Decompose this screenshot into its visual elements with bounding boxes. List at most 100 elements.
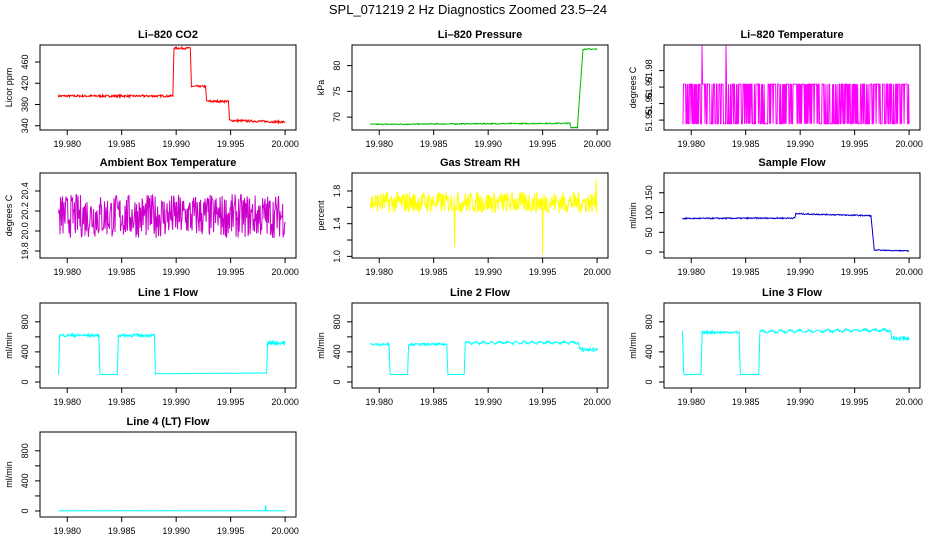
data-series-line (370, 178, 598, 255)
data-series-line (58, 193, 286, 239)
x-tick-label: 20.000 (895, 267, 923, 277)
x-tick-label: 19.980 (53, 139, 81, 149)
chart-panel: Line 3 Flow ml/min 0 400 800 19.980 19.985 19.9… (628, 287, 923, 407)
x-tick-label: 19.980 (365, 139, 393, 149)
y-tick-label: 800 (20, 443, 30, 458)
x-tick-label: 19.980 (677, 267, 705, 277)
y-tick-label: 800 (20, 314, 30, 329)
y-axis-label: ml/min (628, 332, 638, 359)
x-tick-label: 19.990 (474, 139, 502, 149)
y-tick-label: 0 (20, 379, 30, 384)
y-axis-label: percent (316, 200, 326, 231)
data-series-line (58, 504, 286, 512)
y-tick-label: 0 (20, 508, 30, 513)
x-tick-label: 19.995 (217, 397, 245, 407)
panel-title: Line 2 Flow (450, 287, 510, 299)
y-axis-label: ml/min (4, 461, 14, 488)
chart-panel: Line 4 (LT) Flow ml/min 0 400 800 19.980 19.98… (4, 416, 299, 536)
data-series-line (682, 45, 910, 125)
chart-panel: Ambient Box Temperature degrees C 19.8 20.0… (4, 157, 299, 277)
plot-frame (351, 302, 609, 389)
x-tick-label: 20.000 (895, 397, 923, 407)
x-tick-label: 20.000 (895, 139, 923, 149)
y-tick-label: 1.0 (332, 250, 342, 263)
panel-title: Line 3 Flow (762, 287, 822, 299)
y-tick-label: 380 (20, 97, 30, 112)
x-tick-label: 19.980 (677, 139, 705, 149)
x-tick-label: 19.985 (420, 397, 448, 407)
x-tick-label: 19.995 (841, 397, 869, 407)
y-tick-label: 70 (332, 112, 342, 122)
y-tick-label: 460 (20, 54, 30, 69)
x-tick-label: 19.990 (786, 139, 814, 149)
x-tick-label: 19.985 (108, 267, 136, 277)
x-tick-label: 19.985 (108, 397, 136, 407)
panel-title: Li–820 Pressure (438, 29, 522, 41)
y-tick-label: 150 (644, 185, 654, 200)
plot-frame (39, 431, 297, 518)
y-tick-label: 1.4 (332, 217, 342, 230)
x-tick-label: 20.000 (271, 397, 299, 407)
plot-frame (663, 172, 921, 259)
y-tick-label: 420 (20, 76, 30, 91)
chart-panel: Line 2 Flow ml/min 0 400 800 19.980 19.985 19.9… (316, 287, 611, 407)
x-tick-label: 20.000 (271, 267, 299, 277)
panel-title: Line 1 Flow (138, 287, 198, 299)
y-tick-label: 340 (20, 118, 30, 133)
y-tick-label: 100 (644, 205, 654, 220)
panel-title: Li–820 CO2 (138, 29, 198, 41)
y-axis-label: degrees C (4, 194, 14, 236)
x-tick-label: 20.000 (271, 526, 299, 536)
plot-frame (39, 44, 297, 131)
panel-title: Line 4 (LT) Flow (127, 416, 210, 428)
y-tick-label: 0 (644, 250, 654, 255)
x-tick-label: 19.985 (732, 267, 760, 277)
y-axis-label: ml/min (316, 332, 326, 359)
x-tick-label: 19.985 (108, 139, 136, 149)
x-tick-label: 19.990 (162, 526, 190, 536)
panel-title: Li–820 Temperature (740, 29, 843, 41)
y-tick-label: 400 (332, 344, 342, 359)
x-tick-label: 20.000 (583, 397, 611, 407)
chart-panel: Line 1 Flow ml/min 0 400 800 19.980 19.985 19.9… (4, 287, 299, 407)
chart-panel: Sample Flow ml/min 0 50 100 150 19.980 19.985 19… (628, 157, 923, 277)
plot-frame (351, 44, 609, 131)
y-tick-label: 1.8 (332, 185, 342, 198)
plot-frame (39, 172, 297, 259)
x-tick-label: 20.000 (583, 267, 611, 277)
x-tick-label: 19.990 (786, 267, 814, 277)
y-tick-label: 51.98 (644, 59, 654, 82)
y-tick-label: 51.96 (644, 92, 654, 115)
x-tick-label: 19.990 (162, 267, 190, 277)
y-tick-label: 20.0 (20, 222, 30, 240)
y-tick-label: 800 (332, 314, 342, 329)
y-tick-label: 20.2 (20, 202, 30, 220)
panel-title: Ambient Box Temperature (100, 157, 237, 169)
x-tick-label: 19.990 (474, 267, 502, 277)
x-tick-label: 19.995 (841, 267, 869, 277)
x-tick-label: 19.990 (162, 397, 190, 407)
y-tick-label: 20.4 (20, 182, 30, 200)
data-series-line (682, 212, 910, 252)
x-tick-label: 19.990 (474, 397, 502, 407)
x-tick-label: 19.985 (420, 267, 448, 277)
x-tick-label: 19.995 (217, 267, 245, 277)
x-tick-label: 20.000 (583, 139, 611, 149)
plot-frame (39, 302, 297, 389)
panels: Li–820 CO2 Licor ppm 340 380 420 460 19.980 19.… (4, 29, 923, 536)
x-tick-label: 19.980 (365, 267, 393, 277)
y-axis-label: Licor ppm (4, 68, 14, 108)
y-tick-label: 50 (644, 227, 654, 237)
chart-panel: Li–820 Pressure kPa 70 75 80 19.980 19.985 19.9… (316, 29, 611, 149)
x-tick-label: 19.995 (841, 139, 869, 149)
x-tick-label: 19.990 (786, 397, 814, 407)
y-axis-label: degrees C (628, 66, 638, 108)
data-series-line (58, 45, 286, 125)
y-axis-label: kPa (316, 80, 326, 96)
x-tick-label: 19.990 (162, 139, 190, 149)
panel-title: Gas Stream RH (440, 157, 520, 169)
data-series-line (682, 327, 910, 376)
x-tick-label: 19.985 (732, 139, 760, 149)
